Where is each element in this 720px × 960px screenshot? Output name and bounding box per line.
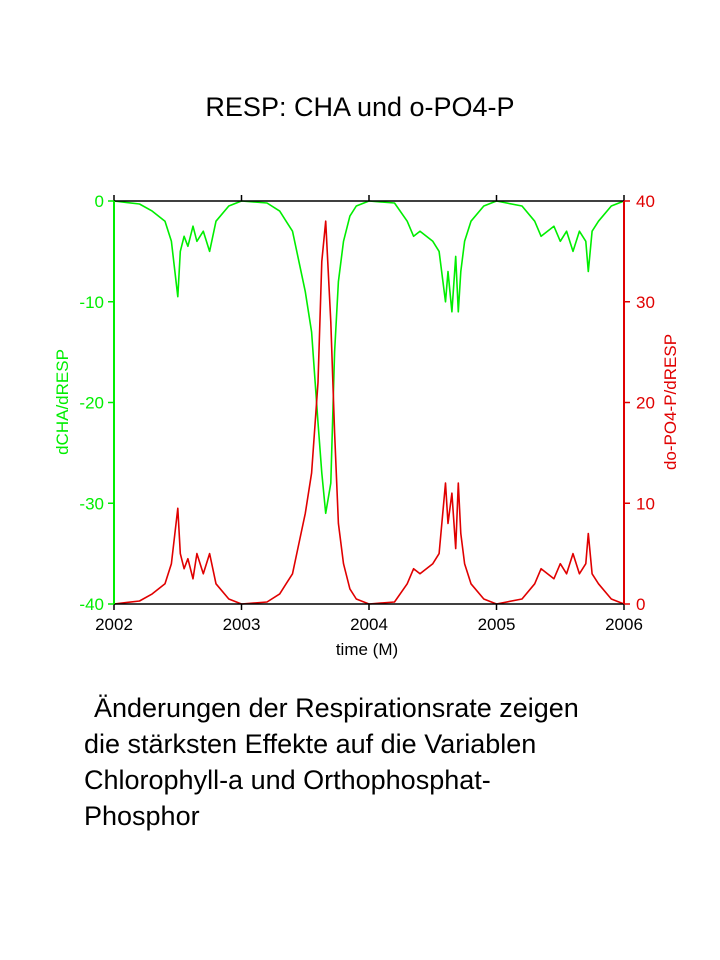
x-tick-label: 2002 xyxy=(95,615,133,634)
x-axis-label: time (M) xyxy=(336,640,398,659)
slide-title: RESP: CHA und o-PO4-P xyxy=(205,92,515,122)
y-left-tick-label: -10 xyxy=(79,293,104,312)
x-tick-label: 2003 xyxy=(223,615,261,634)
series-line-cha xyxy=(113,200,625,515)
caption-line: Chlorophyll-a und Orthophosphat- xyxy=(84,765,491,795)
y-right-tick-label: 10 xyxy=(636,494,655,513)
y-left-tick-label: -40 xyxy=(79,595,104,614)
x-tick-label: 2006 xyxy=(605,615,643,634)
y-left-tick-label: -20 xyxy=(79,394,104,413)
caption: Änderungen der Respirationsrate zeigen d… xyxy=(84,690,684,834)
y-left-tick-label: -30 xyxy=(79,494,104,513)
series-line-po4 xyxy=(113,220,625,605)
x-tick-label: 2004 xyxy=(350,615,388,634)
caption-line: Phosphor xyxy=(84,801,200,831)
axes xyxy=(108,195,630,610)
caption-line: die stärksten Effekte auf die Variablen xyxy=(84,729,537,759)
y-left-tick-label: 0 xyxy=(95,192,104,211)
plot-lines xyxy=(113,200,625,605)
y-right-tick-label: 40 xyxy=(636,192,655,211)
tick-labels: 2002 2003 2004 2005 20060-10-20-30-404030201… xyxy=(79,192,655,634)
y-right-axis-label: do-PO4-P/dRESP xyxy=(661,334,680,470)
line-chart: 2002 2003 2004 2005 20060-10-20-30-404030201… xyxy=(53,192,680,659)
y-left-axis-label: dCHA/dRESP xyxy=(53,349,72,455)
x-tick-label: 2005 xyxy=(478,615,516,634)
y-right-tick-label: 0 xyxy=(636,595,645,614)
y-right-tick-label: 20 xyxy=(636,394,655,413)
y-right-tick-label: 30 xyxy=(636,293,655,312)
caption-line: Änderungen der Respirationsrate zeigen xyxy=(94,693,579,723)
